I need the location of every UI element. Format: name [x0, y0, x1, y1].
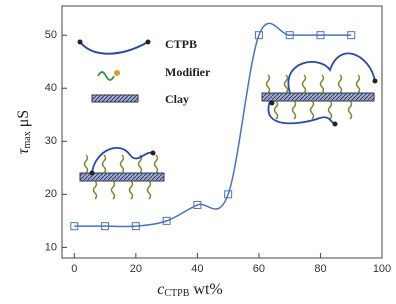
- x-tick-label: 80: [314, 263, 326, 275]
- annotation: Modifier: [165, 65, 211, 79]
- x-tick-label: 100: [373, 263, 391, 275]
- x-axis-label: cCTPB wt%: [157, 281, 222, 300]
- data-point: [224, 190, 233, 199]
- data-line: [74, 22, 352, 228]
- x-tick-label: 60: [253, 263, 265, 275]
- y-axis-label: τmaxμS: [15, 110, 34, 154]
- data-point: [193, 200, 202, 209]
- x-tick-label: 0: [71, 263, 77, 275]
- annotation: CTPB: [165, 37, 197, 51]
- illustrations: [77, 39, 378, 200]
- data-point: [131, 222, 140, 231]
- data-point: [162, 216, 171, 225]
- data-point: [70, 222, 79, 231]
- x-tick-label: 40: [191, 263, 203, 275]
- x-tick-label: 20: [130, 263, 142, 275]
- y-tick-label: 20: [45, 188, 57, 200]
- data-point: [254, 31, 263, 40]
- plot-frame: [61, 5, 383, 259]
- data-point: [347, 31, 356, 40]
- y-tick-label: 40: [45, 82, 57, 94]
- data-point: [101, 222, 110, 231]
- data-point: [285, 31, 294, 40]
- y-tick-label: 30: [45, 135, 57, 147]
- data-point: [316, 31, 325, 40]
- annotation: Clay: [165, 92, 189, 106]
- y-tick-label: 10: [45, 241, 57, 253]
- y-tick-label: 50: [45, 29, 57, 41]
